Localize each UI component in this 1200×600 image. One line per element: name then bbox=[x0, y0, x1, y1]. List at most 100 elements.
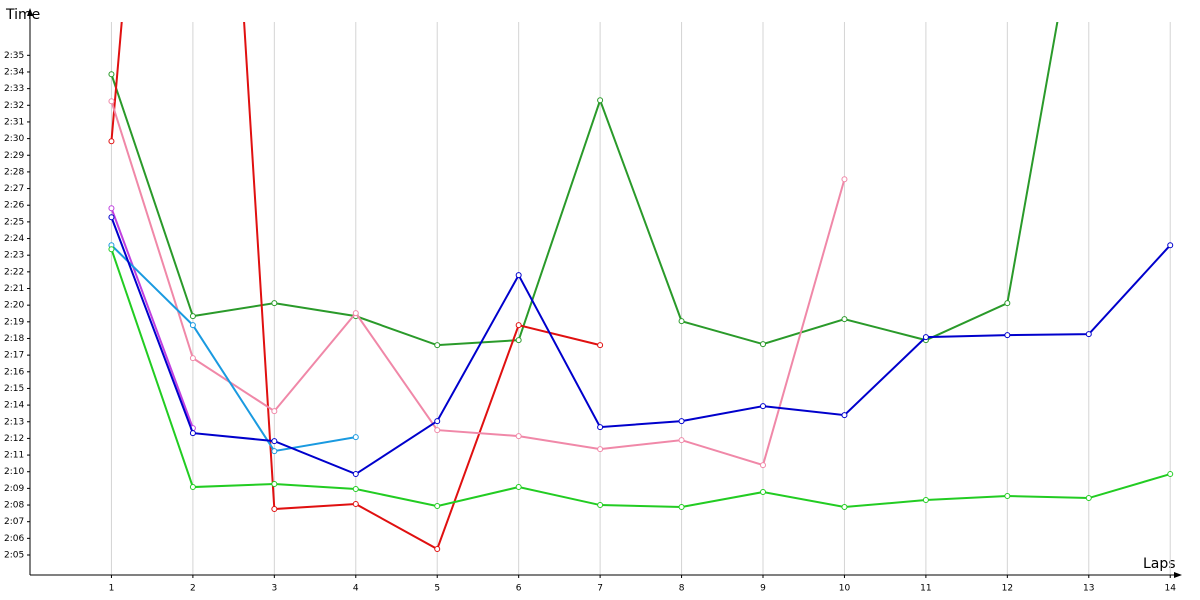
x-tick-label: 10 bbox=[839, 584, 851, 594]
y-tick-label: 2:35 bbox=[4, 51, 24, 61]
point bbox=[108, 71, 115, 78]
point bbox=[1004, 300, 1011, 307]
point bbox=[271, 506, 278, 513]
y-tick-label: 2:32 bbox=[4, 101, 24, 111]
point bbox=[515, 272, 522, 279]
point bbox=[1004, 493, 1011, 500]
y-tick-label: 2:12 bbox=[4, 434, 24, 444]
y-tick-label: 2:33 bbox=[4, 84, 24, 94]
y-tick-label: 2:26 bbox=[4, 201, 24, 211]
point bbox=[1004, 332, 1011, 339]
point bbox=[597, 446, 604, 453]
series-line bbox=[110, 216, 1171, 476]
point bbox=[271, 481, 278, 488]
point bbox=[515, 433, 522, 440]
x-tick-label: 3 bbox=[271, 584, 277, 594]
y-tick-label: 2:08 bbox=[4, 501, 24, 511]
y-tick-label: 2:19 bbox=[4, 317, 24, 327]
point bbox=[678, 318, 685, 325]
series-line bbox=[110, 100, 846, 467]
point bbox=[189, 322, 196, 329]
x-tick-label: 1 bbox=[109, 584, 115, 594]
point bbox=[678, 437, 685, 444]
point bbox=[189, 430, 196, 437]
x-tick-label: 11 bbox=[920, 584, 931, 594]
x-tick-label: 2 bbox=[190, 584, 196, 594]
point bbox=[597, 342, 604, 349]
point bbox=[841, 316, 848, 323]
x-tick-label: 7 bbox=[597, 584, 603, 594]
x-tick-label: 12 bbox=[1002, 584, 1013, 594]
point bbox=[434, 427, 441, 434]
x-tick-label: 4 bbox=[353, 584, 359, 594]
point bbox=[108, 138, 115, 145]
point bbox=[1167, 471, 1174, 478]
y-tick-label: 2:09 bbox=[4, 484, 24, 494]
point bbox=[841, 504, 848, 511]
point bbox=[108, 205, 115, 212]
point bbox=[841, 176, 848, 183]
point bbox=[352, 501, 359, 508]
point bbox=[760, 462, 767, 469]
y-tick-label: 2:30 bbox=[4, 134, 24, 144]
y-tick-label: 2:31 bbox=[4, 117, 24, 127]
point bbox=[271, 300, 278, 307]
y-tick-label: 2:15 bbox=[4, 384, 24, 394]
x-tick-label: 8 bbox=[679, 584, 685, 594]
point bbox=[597, 502, 604, 509]
x-axis-label: Laps bbox=[1143, 556, 1176, 572]
y-tick-label: 2:27 bbox=[4, 184, 24, 194]
point bbox=[108, 214, 115, 221]
series-line bbox=[110, 244, 356, 453]
y-tick-label: 2:22 bbox=[4, 267, 24, 277]
point bbox=[434, 546, 441, 553]
y-tick-label: 2:28 bbox=[4, 167, 24, 177]
point bbox=[352, 471, 359, 478]
point bbox=[1085, 495, 1092, 502]
point bbox=[1167, 242, 1174, 249]
x-axis-arrow bbox=[1174, 572, 1182, 578]
y-tick-label: 2:29 bbox=[4, 151, 24, 161]
x-tick-label: 9 bbox=[760, 584, 766, 594]
series-line bbox=[110, 248, 1171, 509]
point bbox=[678, 504, 685, 511]
plot-area bbox=[108, 22, 1174, 553]
y-tick-label: 2:24 bbox=[4, 234, 24, 244]
point bbox=[597, 424, 604, 431]
y-tick-label: 2:06 bbox=[4, 534, 24, 544]
point bbox=[189, 484, 196, 491]
y-tick-label: 2:14 bbox=[4, 401, 24, 411]
point bbox=[515, 337, 522, 344]
point bbox=[434, 342, 441, 349]
x-tick-label: 13 bbox=[1083, 584, 1094, 594]
point bbox=[760, 341, 767, 348]
y-tick-label: 2:13 bbox=[4, 417, 24, 427]
point bbox=[922, 497, 929, 504]
point bbox=[352, 486, 359, 493]
point bbox=[841, 412, 848, 419]
point bbox=[760, 403, 767, 410]
point bbox=[515, 322, 522, 329]
y-tick-label: 2:07 bbox=[4, 517, 24, 527]
point bbox=[922, 334, 929, 341]
y-tick-label: 2:11 bbox=[4, 451, 24, 461]
x-tick-label: 14 bbox=[1165, 584, 1177, 594]
y-axis-label: Time bbox=[5, 7, 40, 23]
point bbox=[1085, 331, 1092, 338]
series-line bbox=[110, 207, 194, 429]
y-tick-label: 2:20 bbox=[4, 301, 24, 311]
point bbox=[271, 408, 278, 415]
point bbox=[271, 448, 278, 455]
y-tick-label: 2:17 bbox=[4, 351, 24, 361]
y-tick-label: 2:34 bbox=[4, 67, 24, 77]
x-tick-label: 5 bbox=[434, 584, 440, 594]
point bbox=[434, 418, 441, 425]
y-tick-label: 2:16 bbox=[4, 367, 24, 377]
y-tick-label: 2:23 bbox=[4, 251, 24, 261]
y-tick-label: 2:10 bbox=[4, 467, 24, 477]
y-tick-label: 2:21 bbox=[4, 284, 24, 294]
point bbox=[760, 489, 767, 496]
point bbox=[352, 310, 359, 317]
y-tick-label: 2:18 bbox=[4, 334, 24, 344]
